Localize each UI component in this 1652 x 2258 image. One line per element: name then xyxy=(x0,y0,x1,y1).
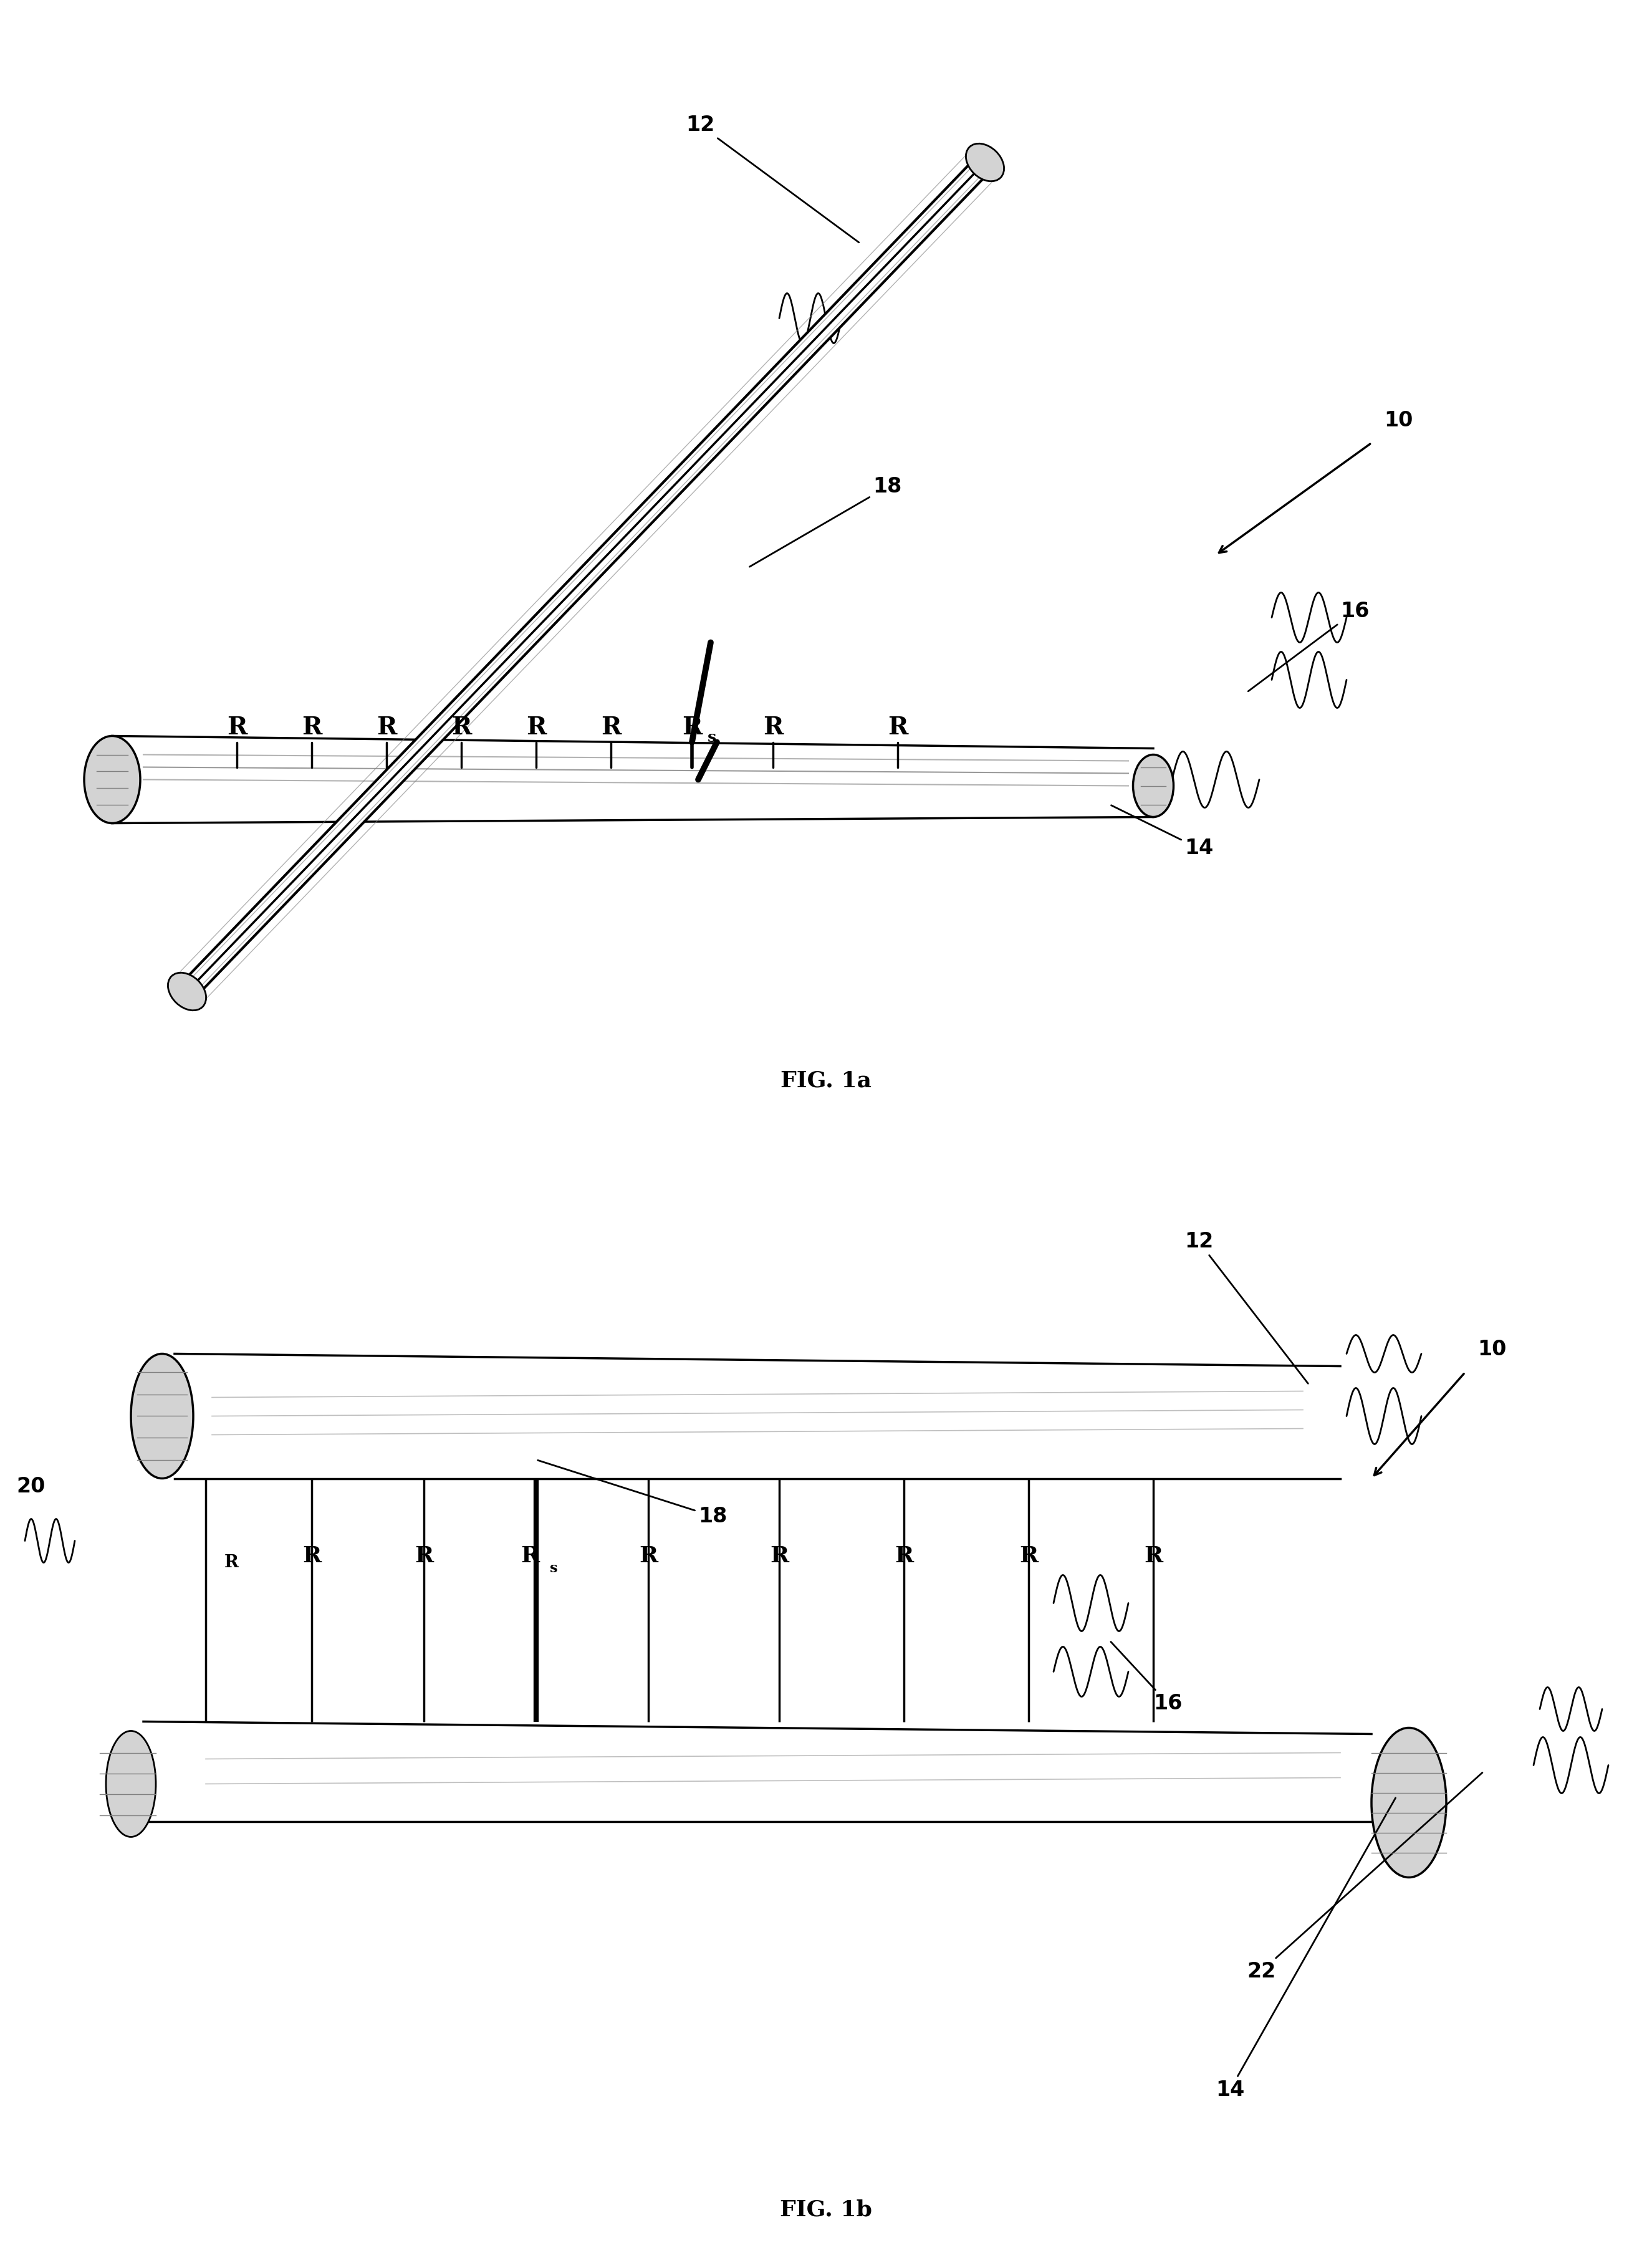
Text: FIG. 1b: FIG. 1b xyxy=(780,2199,872,2220)
Text: 12: 12 xyxy=(686,115,859,242)
Ellipse shape xyxy=(106,1732,155,1838)
Text: 18: 18 xyxy=(750,476,902,567)
Text: 18: 18 xyxy=(539,1461,727,1526)
Text: R: R xyxy=(894,1547,914,1567)
Text: R: R xyxy=(770,1547,788,1567)
Text: R: R xyxy=(525,716,547,738)
Text: 22: 22 xyxy=(1247,1773,1482,1983)
Ellipse shape xyxy=(1371,1727,1445,1876)
Text: R: R xyxy=(763,716,783,738)
Text: R: R xyxy=(601,716,621,738)
Ellipse shape xyxy=(131,1355,193,1479)
Text: R: R xyxy=(225,1554,240,1572)
Text: R: R xyxy=(639,1547,657,1567)
Text: R: R xyxy=(520,1547,539,1567)
Text: 12: 12 xyxy=(1184,1231,1308,1384)
Ellipse shape xyxy=(1133,754,1173,817)
Text: R: R xyxy=(377,716,396,738)
Text: FIG. 1a: FIG. 1a xyxy=(780,1070,872,1091)
Ellipse shape xyxy=(84,736,140,824)
Text: R: R xyxy=(302,716,322,738)
Text: 10: 10 xyxy=(1477,1339,1507,1359)
Ellipse shape xyxy=(966,145,1004,181)
Text: 20: 20 xyxy=(17,1477,46,1497)
Text: 16: 16 xyxy=(1249,601,1370,691)
Text: R: R xyxy=(451,716,471,738)
Text: 16: 16 xyxy=(1110,1642,1183,1714)
Text: R: R xyxy=(302,1547,320,1567)
Text: R: R xyxy=(682,716,702,738)
Text: s: s xyxy=(550,1563,558,1576)
Text: R: R xyxy=(1019,1547,1037,1567)
Ellipse shape xyxy=(169,973,206,1009)
Text: 14: 14 xyxy=(1216,1797,1396,2100)
Text: s: s xyxy=(707,729,717,745)
Text: R: R xyxy=(415,1547,433,1567)
Text: 10: 10 xyxy=(1384,411,1412,431)
Text: R: R xyxy=(1143,1547,1163,1567)
Text: 14: 14 xyxy=(1112,806,1213,858)
Text: R: R xyxy=(226,716,248,738)
Text: R: R xyxy=(887,716,909,738)
